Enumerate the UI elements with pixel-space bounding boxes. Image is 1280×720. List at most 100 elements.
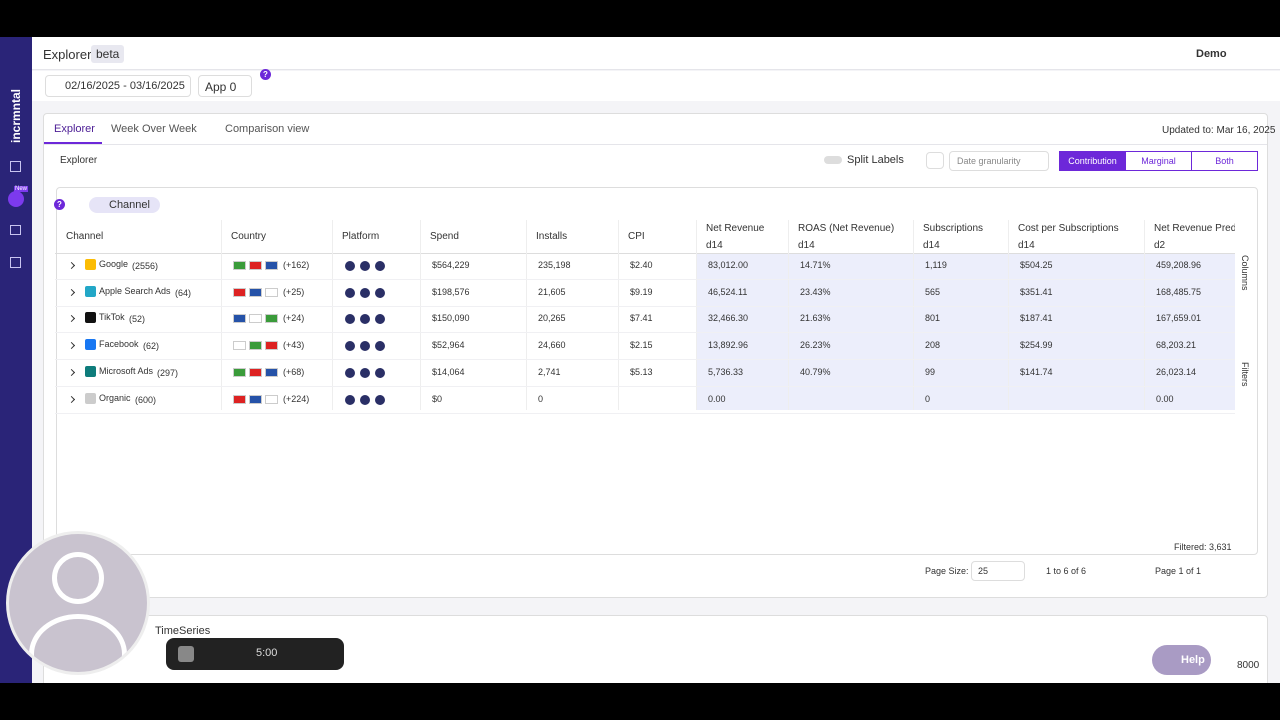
column-sub: d14 xyxy=(798,240,815,251)
nav-icon[interactable] xyxy=(10,257,21,268)
cell: $141.74 xyxy=(1020,366,1053,377)
channel-count: (600) xyxy=(135,394,157,405)
platform-icon xyxy=(375,367,385,378)
page-size-select[interactable]: 25 xyxy=(971,561,1025,581)
flag xyxy=(233,287,246,297)
group-chip[interactable]: Channel xyxy=(89,197,160,213)
flag xyxy=(249,394,262,404)
tab[interactable]: Comparison view xyxy=(225,123,310,135)
user-name[interactable]: Demo xyxy=(1196,48,1227,60)
column-header[interactable]: Installs xyxy=(536,231,568,242)
channel-name: Microsoft Ads xyxy=(99,365,154,376)
tab[interactable]: Week Over Week xyxy=(111,123,197,135)
nav-icon[interactable] xyxy=(10,225,21,235)
help-button[interactable]: Help xyxy=(1152,645,1211,675)
cell: 13,892.96 xyxy=(708,340,749,351)
cell: $150,090 xyxy=(432,313,470,324)
platform-icon xyxy=(345,314,355,325)
platform-icon xyxy=(345,261,355,271)
date-range: 02/16/2025 - 03/16/2025 xyxy=(65,80,185,92)
channel-count: (297) xyxy=(157,367,179,378)
filter-bar: 02/16/2025 - 03/16/2025 App 0 ? xyxy=(32,69,1280,101)
mode-button[interactable]: Marginal xyxy=(1125,151,1192,171)
avatar xyxy=(6,531,150,675)
platform-icon xyxy=(345,341,355,352)
expand[interactable] xyxy=(67,342,76,350)
letterbox xyxy=(0,683,1280,720)
platform-icon xyxy=(360,261,370,271)
column-header[interactable]: Country xyxy=(231,231,267,242)
cell: $9.19 xyxy=(630,286,653,297)
page-size: 25 xyxy=(978,566,989,576)
help-label: Help xyxy=(1181,654,1205,666)
avatar-body xyxy=(29,614,127,672)
column-divider xyxy=(618,220,619,410)
top-bar: Explorer beta Demo xyxy=(32,37,1280,70)
tab-underline xyxy=(44,142,102,144)
cell: 0 xyxy=(538,393,544,404)
flag xyxy=(233,261,246,270)
expand[interactable] xyxy=(67,261,76,270)
platform-icon xyxy=(360,341,370,352)
data-grid: Channel Country Platform Spend Installs CPI Ne… xyxy=(55,220,1235,414)
column-divider xyxy=(221,220,222,410)
mode-group: Contribution Marginal Both xyxy=(1059,151,1258,171)
side-tab[interactable]: Columns xyxy=(1240,255,1250,291)
nav-icon[interactable] xyxy=(10,161,21,172)
flag xyxy=(233,367,246,377)
mode-label: Contribution xyxy=(1068,156,1117,166)
expand[interactable] xyxy=(67,395,76,403)
cell: 2,741 xyxy=(538,366,561,377)
column-sub: d14 xyxy=(706,240,723,251)
cell: $5.13 xyxy=(630,366,653,377)
help-icon[interactable]: ? xyxy=(54,199,65,210)
expand[interactable] xyxy=(67,368,76,376)
cell: $254.99 xyxy=(1020,340,1053,351)
cell: $351.41 xyxy=(1020,286,1053,297)
stop[interactable] xyxy=(178,646,194,662)
column-header[interactable]: Platform xyxy=(342,231,380,242)
expand[interactable] xyxy=(67,315,76,323)
timeseries-title: TimeSeries xyxy=(155,625,211,637)
granularity-select[interactable]: Date granularity xyxy=(949,151,1049,171)
country-more: (+68) xyxy=(283,366,305,377)
cell: 26,023.14 xyxy=(1156,366,1197,377)
channel-name: Organic xyxy=(99,392,131,403)
platform-icon xyxy=(375,287,385,298)
mode-button[interactable]: Both xyxy=(1191,151,1258,171)
tab[interactable]: Explorer xyxy=(54,123,95,135)
tabs: Explorer Week Over Week Comparison view xyxy=(44,114,1267,145)
download[interactable] xyxy=(926,152,944,169)
app-select[interactable]: App 0 xyxy=(198,75,252,97)
column-header[interactable]: CPI xyxy=(628,231,645,242)
platform-icon xyxy=(345,367,355,378)
nav-icon[interactable] xyxy=(8,191,24,207)
page-indicator: Page 1 of 1 xyxy=(1155,566,1202,576)
channel-icon xyxy=(85,259,96,270)
cell: 208 xyxy=(925,340,941,351)
column-header: Subscriptions xyxy=(923,223,984,234)
date-picker[interactable]: 02/16/2025 - 03/16/2025 xyxy=(45,75,191,97)
platform-icon xyxy=(360,287,370,298)
channel-count: (64) xyxy=(175,287,192,298)
country-more: (+224) xyxy=(283,393,310,404)
cell: 565 xyxy=(925,286,941,297)
page-size-label: Page Size: xyxy=(925,566,969,576)
column-sub: d14 xyxy=(923,240,940,251)
expand[interactable] xyxy=(67,288,76,296)
toggle[interactable] xyxy=(824,156,842,164)
mode-button[interactable]: Contribution xyxy=(1059,151,1126,171)
cell: 23.43% xyxy=(800,286,831,297)
cell: 46,524.11 xyxy=(708,286,748,297)
channel-icon xyxy=(85,365,96,377)
side-tab[interactable]: Filters xyxy=(1240,362,1250,387)
column-header[interactable]: Channel xyxy=(66,231,104,242)
cell: $504.25 xyxy=(1020,260,1053,270)
country-more: (+24) xyxy=(283,313,305,324)
cell: 168,485.75 xyxy=(1156,286,1202,297)
column-sub: d2 xyxy=(1154,240,1166,251)
column-divider xyxy=(420,220,421,410)
help-icon[interactable]: ? xyxy=(260,69,271,80)
column-header[interactable]: Spend xyxy=(430,231,459,242)
row-divider xyxy=(55,359,1235,361)
